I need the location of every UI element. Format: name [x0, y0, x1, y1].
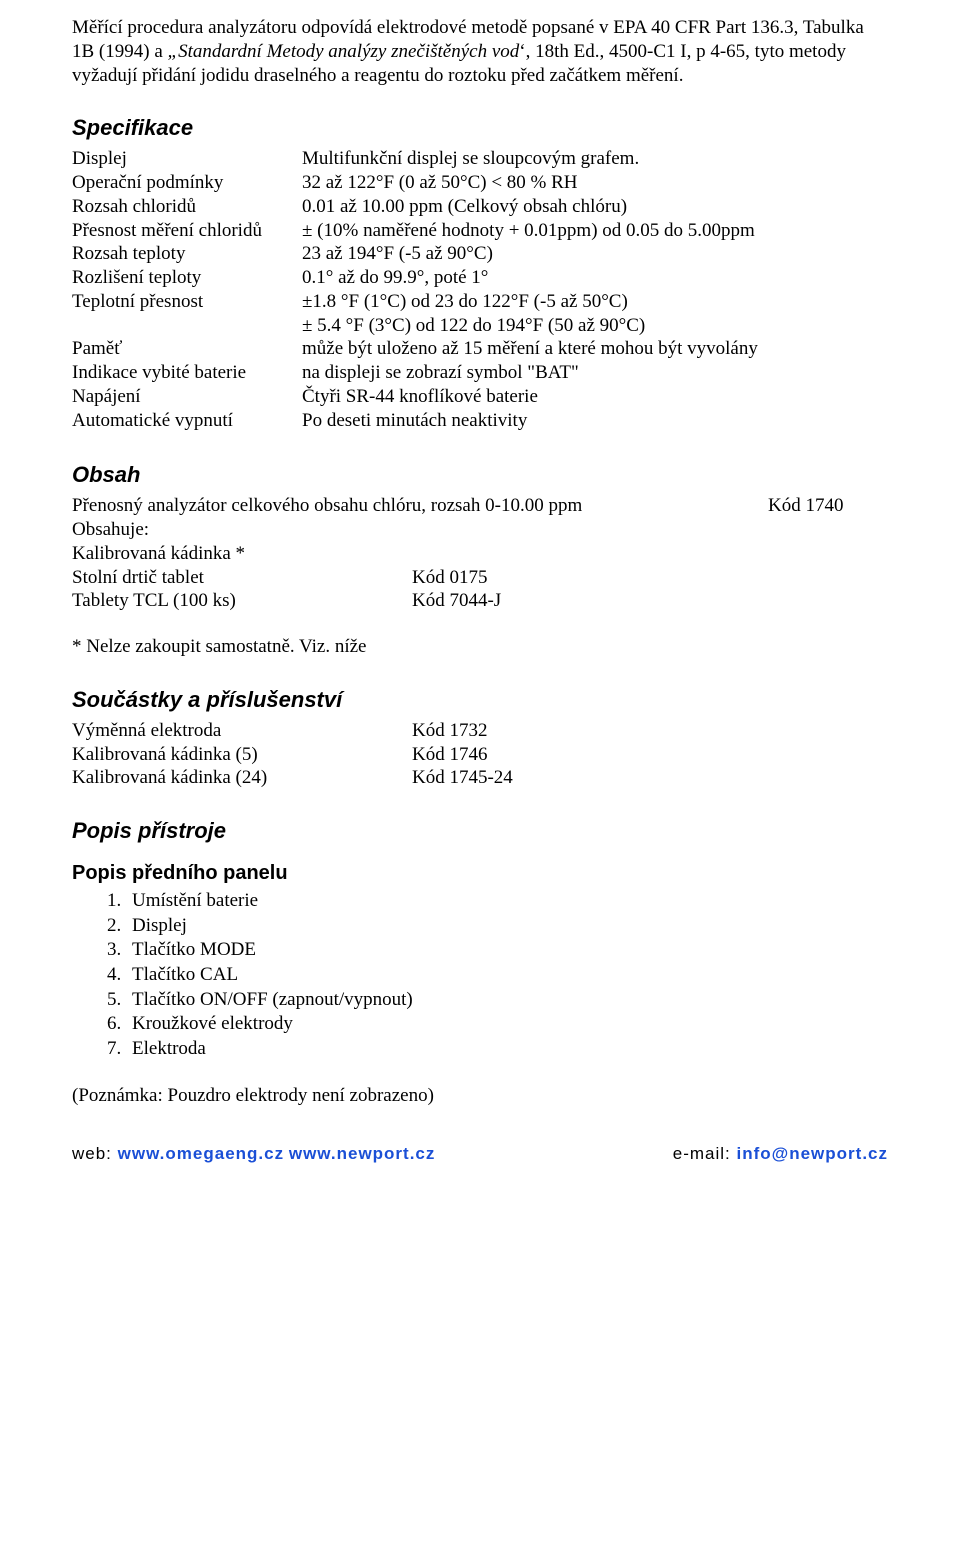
- obsah-heading: Obsah: [72, 462, 888, 488]
- spec-value: Po deseti minutách neaktivity: [302, 409, 888, 433]
- spec-label: Paměť: [72, 337, 302, 361]
- spec-value: může být uloženo až 15 měření a které mo…: [302, 337, 888, 361]
- spec-table: Displej Multifunkční displej se sloupcov…: [72, 147, 888, 432]
- panel-item: Tlačítko MODE: [126, 938, 888, 963]
- footer-link-omegaeng[interactable]: www.omegaeng.cz: [118, 1144, 284, 1163]
- spec-value: 32 až 122°F (0 až 50°C) < 80 % RH: [302, 171, 888, 195]
- spec-value: Multifunkční displej se sloupcovým grafe…: [302, 147, 888, 171]
- footer-link-newport[interactable]: www.newport.cz: [289, 1144, 436, 1163]
- spec-label: [72, 314, 302, 338]
- front-panel-list: Umístění baterie Displej Tlačítko MODE T…: [72, 889, 888, 1062]
- spec-label: Přesnost měření chloridů: [72, 219, 302, 243]
- obsah-item-code: Kód 0175: [412, 566, 888, 590]
- panel-item: Umístění baterie: [126, 889, 888, 914]
- spec-label: Rozlišení teploty: [72, 266, 302, 290]
- spec-label: Rozsah chloridů: [72, 195, 302, 219]
- footer-left: web: www.omegaeng.cz www.newport.cz: [72, 1144, 435, 1164]
- parts-item: Výměnná elektroda Kód 1732: [72, 719, 888, 743]
- panel-item: Tlačítko CAL: [126, 963, 888, 988]
- footer-email-label: e-mail:: [673, 1144, 737, 1163]
- spec-heading: Specifikace: [72, 115, 888, 141]
- page-footer: web: www.omegaeng.cz www.newport.cz e-ma…: [72, 1144, 888, 1164]
- spec-value: 23 až 194°F (-5 až 90°C): [302, 242, 888, 266]
- obsah-main-line: Přenosný analyzátor celkového obsahu chl…: [72, 494, 888, 518]
- spec-value: Čtyři SR-44 knoflíkové baterie: [302, 385, 888, 409]
- spec-value: ±1.8 °F (1°C) od 23 do 122°F (-5 až 50°C…: [302, 290, 888, 314]
- parts-item: Kalibrovaná kádinka (24) Kód 1745-24: [72, 766, 888, 790]
- footer-web-label: web:: [72, 1144, 118, 1163]
- spec-value: na displeji se zobrazí symbol "BAT": [302, 361, 888, 385]
- device-subheading: Popis předního panelu: [72, 862, 888, 885]
- obsah-item-code: Kód 7044-J: [412, 589, 888, 613]
- spec-value: 0.1° až do 99.9°, poté 1°: [302, 266, 888, 290]
- intro-text-italic: „Standardní Metody analýzy znečištěných …: [168, 41, 520, 62]
- parts-item-name: Kalibrovaná kádinka (24): [72, 766, 412, 790]
- parts-item-code: Kód 1746: [412, 743, 888, 767]
- spec-value: 0.01 až 10.00 ppm (Celkový obsah chlóru): [302, 195, 888, 219]
- panel-item: Kroužkové elektrody: [126, 1012, 888, 1037]
- spec-value: ± (10% naměřené hodnoty + 0.01ppm) od 0.…: [302, 219, 888, 243]
- obsah-item: Kalibrovaná kádinka *: [72, 542, 888, 566]
- spec-value: ± 5.4 °F (3°C) od 122 do 194°F (50 až 90…: [302, 314, 888, 338]
- intro-paragraph: Měřící procedura analyzátoru odpovídá el…: [72, 16, 888, 87]
- parts-item-code: Kód 1745-24: [412, 766, 888, 790]
- parts-item-code: Kód 1732: [412, 719, 888, 743]
- obsah-main-text: Přenosný analyzátor celkového obsahu chl…: [72, 494, 768, 518]
- device-note: (Poznámka: Pouzdro elektrody není zobraz…: [72, 1084, 888, 1108]
- parts-heading: Součástky a příslušenství: [72, 687, 888, 713]
- panel-item: Elektroda: [126, 1037, 888, 1062]
- spec-label: Indikace vybité baterie: [72, 361, 302, 385]
- parts-item-name: Kalibrovaná kádinka (5): [72, 743, 412, 767]
- spec-label: Operační podmínky: [72, 171, 302, 195]
- device-heading: Popis přístroje: [72, 818, 888, 844]
- obsah-item: Tablety TCL (100 ks) Kód 7044-J: [72, 589, 888, 613]
- obsah-main-code: Kód 1740: [768, 494, 888, 518]
- obsah-note: * Nelze zakoupit samostatně. Viz. níže: [72, 635, 888, 659]
- footer-right: e-mail: info@newport.cz: [673, 1144, 888, 1164]
- spec-label: Teplotní přesnost: [72, 290, 302, 314]
- obsah-item-code: [412, 542, 888, 566]
- obsah-item-name: Tablety TCL (100 ks): [72, 589, 412, 613]
- panel-item: Displej: [126, 914, 888, 939]
- spec-label: Rozsah teploty: [72, 242, 302, 266]
- parts-item: Kalibrovaná kádinka (5) Kód 1746: [72, 743, 888, 767]
- obsah-item-name: Kalibrovaná kádinka *: [72, 542, 412, 566]
- obsah-contains: Obsahuje:: [72, 518, 888, 542]
- spec-label: Automatické vypnutí: [72, 409, 302, 433]
- panel-item: Tlačítko ON/OFF (zapnout/vypnout): [126, 988, 888, 1013]
- spec-label: Displej: [72, 147, 302, 171]
- obsah-item-name: Stolní drtič tablet: [72, 566, 412, 590]
- spec-label: Napájení: [72, 385, 302, 409]
- obsah-item: Stolní drtič tablet Kód 0175: [72, 566, 888, 590]
- parts-item-name: Výměnná elektroda: [72, 719, 412, 743]
- footer-link-email[interactable]: info@newport.cz: [736, 1144, 888, 1163]
